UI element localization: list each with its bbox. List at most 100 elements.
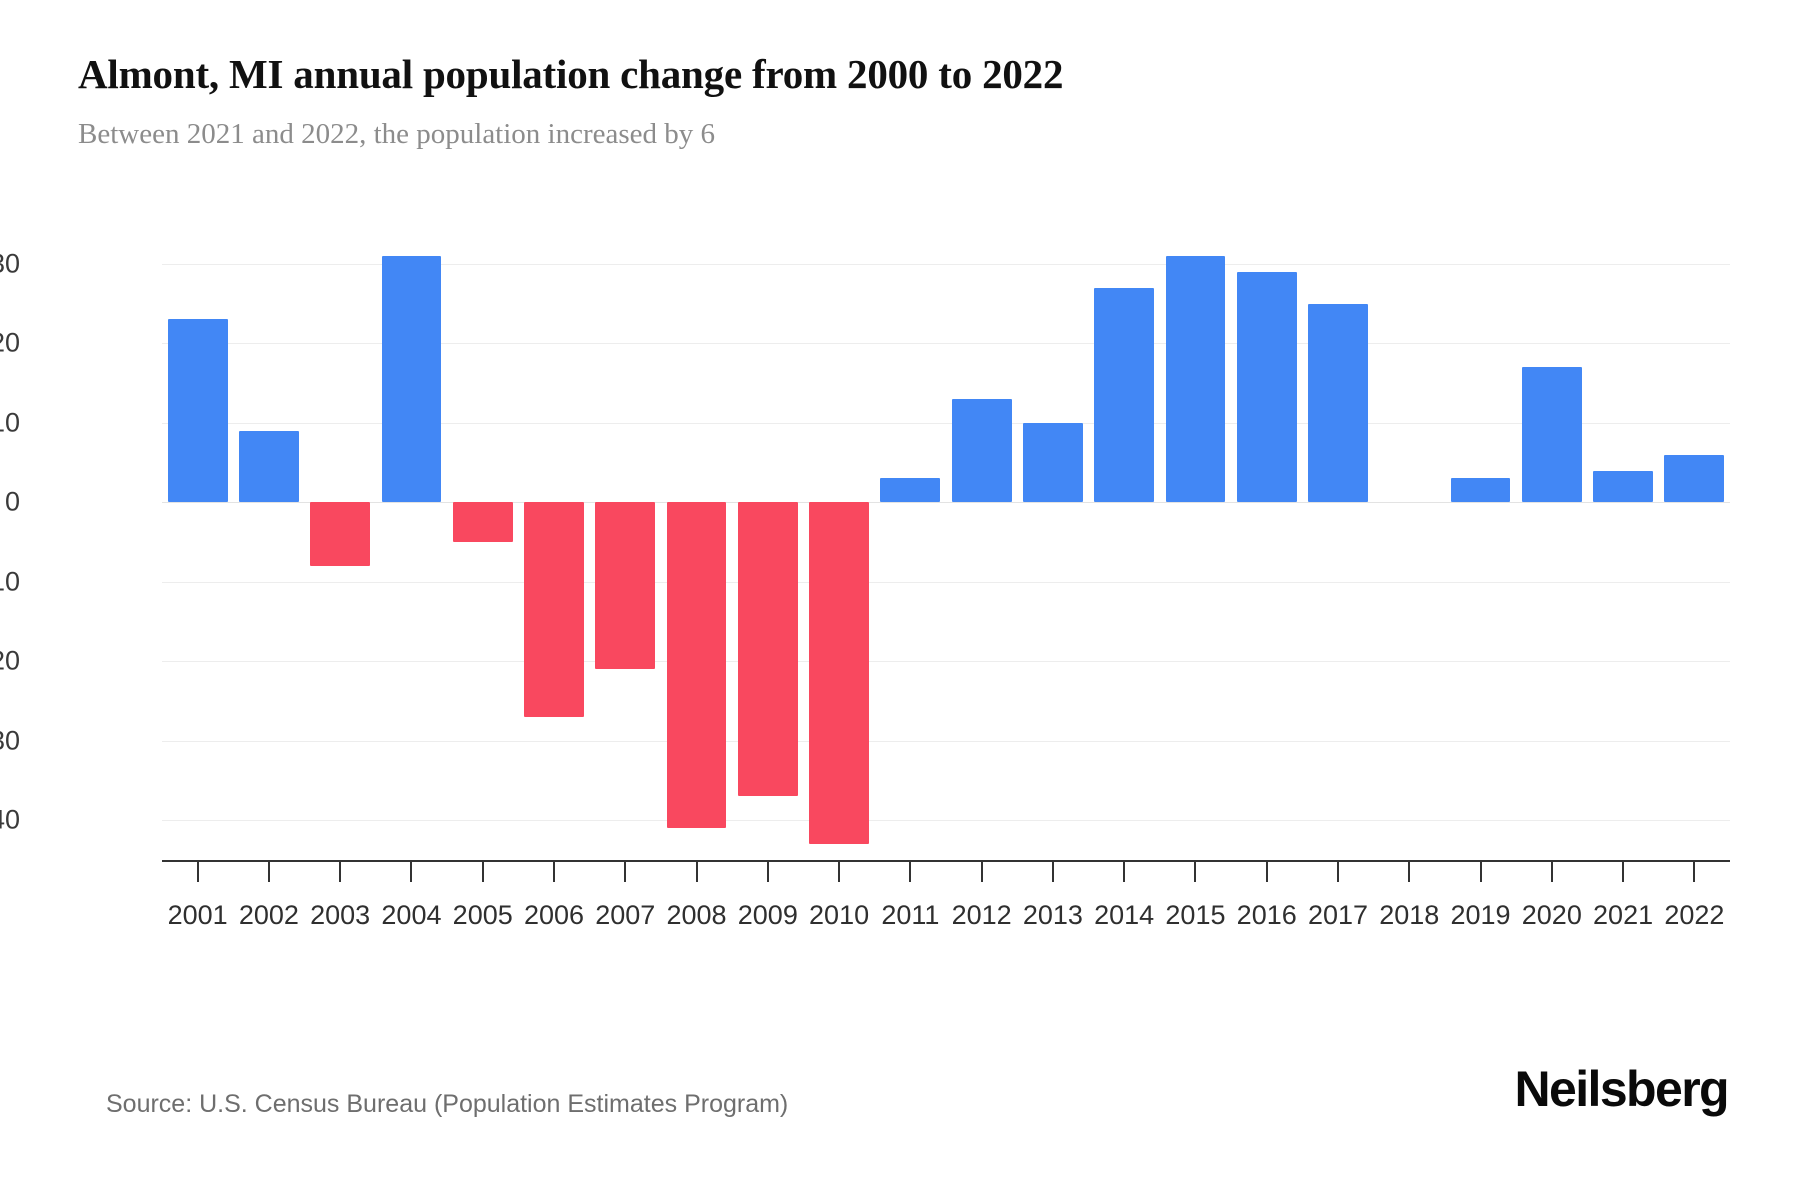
bar-slot[interactable]: [875, 240, 946, 860]
y-axis-tick-label: 10: [0, 407, 20, 438]
x-axis-label-2011: 2011: [881, 900, 940, 930]
bar-2006[interactable]: [524, 502, 584, 717]
bar-slot[interactable]: [946, 240, 1017, 860]
bar-2022[interactable]: [1664, 454, 1725, 503]
bar-2002[interactable]: [238, 430, 299, 503]
bar-2010[interactable]: [809, 502, 869, 845]
bar-slot[interactable]: [376, 240, 447, 860]
x-axis-label-2006: 2006: [523, 900, 585, 930]
x-axis-label-2017: 2017: [1307, 900, 1369, 930]
bar-slot[interactable]: [590, 240, 661, 860]
gridline: [162, 740, 1730, 742]
x-axis-label-2010: 2010: [809, 900, 870, 930]
bar-2011[interactable]: [880, 478, 941, 503]
bar-slot[interactable]: [1659, 240, 1730, 860]
chart-subtitle: Between 2021 and 2022, the population in…: [78, 118, 716, 150]
bar-2015[interactable]: [1165, 255, 1226, 503]
gridline: [162, 661, 1730, 663]
x-axis-tick: [196, 862, 199, 882]
x-axis-label-2018: 2018: [1379, 900, 1440, 930]
x-axis-label-2012: 2012: [951, 900, 1012, 930]
x-axis-label-2013: 2013: [1022, 900, 1083, 930]
y-axis-tick-label: −10: [0, 566, 20, 597]
x-axis-tick: [909, 862, 912, 882]
x-axis-tick: [980, 862, 983, 882]
bar-slot[interactable]: [1231, 240, 1302, 860]
gridline: [162, 263, 1730, 265]
y-axis-tick-label: 20: [0, 327, 20, 358]
x-axis-label-2003: 2003: [310, 900, 371, 930]
bar-2017[interactable]: [1308, 303, 1368, 503]
x-axis-tick: [624, 862, 627, 882]
x-axis-tick: [1479, 862, 1482, 882]
y-axis-tick-label: −20: [0, 645, 20, 676]
bar-2007[interactable]: [595, 502, 656, 670]
bar-slot[interactable]: [1374, 240, 1445, 860]
x-axis-tick: [1265, 862, 1268, 882]
bar-slot[interactable]: [732, 240, 803, 860]
gridline: [162, 422, 1730, 424]
bar-2008[interactable]: [666, 502, 727, 829]
bar-2016[interactable]: [1236, 271, 1297, 503]
x-axis-tick: [1051, 862, 1054, 882]
x-axis-label-2016: 2016: [1236, 900, 1297, 930]
bar-slot[interactable]: [1160, 240, 1231, 860]
x-axis-label-2008: 2008: [666, 900, 727, 930]
gridline: [162, 502, 1730, 504]
bar-slot[interactable]: [661, 240, 732, 860]
x-axis-tick: [339, 862, 342, 882]
x-axis-label-2022: 2022: [1664, 900, 1725, 930]
x-axis-label-2002: 2002: [238, 900, 299, 930]
bar-2004[interactable]: [381, 255, 442, 503]
bar-2021[interactable]: [1593, 470, 1653, 503]
bar-2005[interactable]: [452, 502, 513, 543]
bar-2003[interactable]: [310, 502, 371, 566]
bar-slot[interactable]: [305, 240, 376, 860]
bar-2013[interactable]: [1022, 422, 1083, 503]
x-axis-tick: [1550, 862, 1553, 882]
page-title: Almont, MI annual population change from…: [78, 51, 1064, 97]
x-axis-ticks: [162, 862, 1730, 884]
x-axis-label-2009: 2009: [737, 900, 798, 930]
bar-2020[interactable]: [1521, 367, 1582, 503]
bar-2001[interactable]: [167, 319, 228, 503]
y-axis-tick-label: 30: [0, 248, 20, 279]
bar-series: [162, 240, 1730, 860]
chart-header: Almont, MI annual population change from…: [78, 48, 1728, 154]
bar-2009[interactable]: [737, 502, 798, 797]
bar-slot[interactable]: [1302, 240, 1373, 860]
x-axis-label-2007: 2007: [595, 900, 656, 930]
bar-slot[interactable]: [1445, 240, 1516, 860]
x-axis-tick: [481, 862, 484, 882]
x-axis-tick: [267, 862, 270, 882]
bar-slot[interactable]: [518, 240, 589, 860]
bar-slot[interactable]: [233, 240, 304, 860]
x-axis-tick: [1622, 862, 1625, 882]
gridline: [162, 343, 1730, 345]
x-axis-tick: [695, 862, 698, 882]
x-axis-tick: [838, 862, 841, 882]
bar-slot[interactable]: [1089, 240, 1160, 860]
x-axis-label-2021: 2021: [1593, 900, 1654, 930]
bar-slot[interactable]: [1516, 240, 1587, 860]
bar-slot[interactable]: [447, 240, 518, 860]
x-axis-tick: [553, 862, 555, 882]
bar-2019[interactable]: [1450, 478, 1511, 503]
bar-2014[interactable]: [1094, 287, 1155, 503]
bar-slot[interactable]: [1587, 240, 1658, 860]
gridline: [162, 581, 1730, 583]
bar-slot[interactable]: [162, 240, 233, 860]
x-axis-tick: [1194, 862, 1197, 882]
x-axis-label-2005: 2005: [452, 900, 513, 930]
bar-slot[interactable]: [1017, 240, 1088, 860]
gridline: [162, 820, 1730, 822]
bar-slot[interactable]: [803, 240, 874, 860]
x-axis-labels: 2001 2002 2003 2004 2005 2006 2007 2008 2009 2010…: [162, 900, 1730, 940]
x-axis-label-2014: 2014: [1094, 900, 1155, 930]
bar-2012[interactable]: [951, 398, 1012, 503]
y-axis-tick-label: −30: [0, 725, 20, 756]
brand-logo: Neilsberg: [1514, 1061, 1730, 1117]
x-axis-label-2004: 2004: [381, 900, 442, 930]
x-axis-tick: [1337, 862, 1339, 882]
x-axis-tick: [1123, 862, 1126, 882]
